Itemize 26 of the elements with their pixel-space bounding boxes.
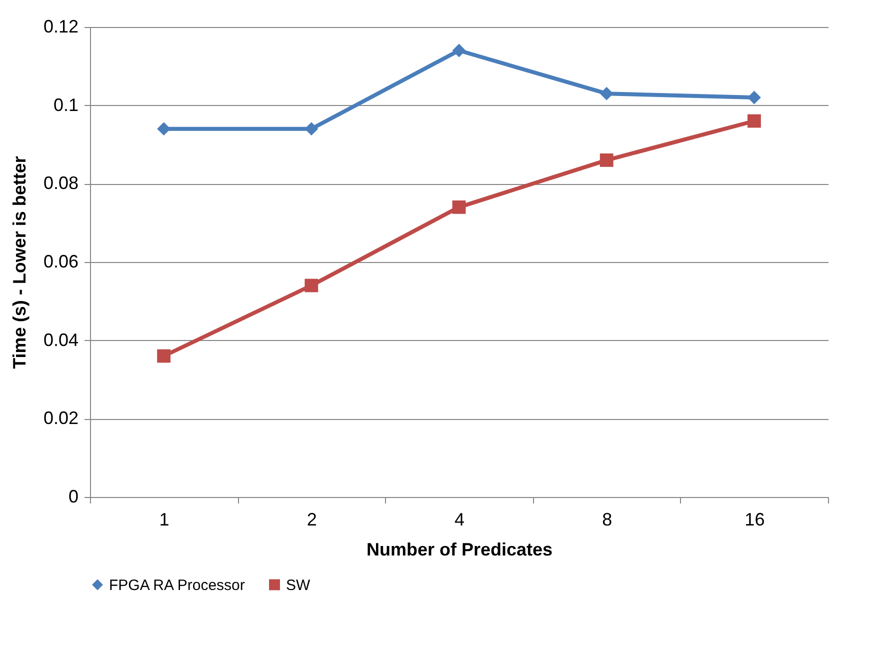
y-tick-label: 0.06 <box>43 252 78 272</box>
point <box>304 278 318 292</box>
point <box>452 44 466 58</box>
x-tick-label: 16 <box>744 510 765 530</box>
point <box>747 114 761 128</box>
point <box>747 90 761 104</box>
point <box>600 153 614 167</box>
point <box>452 200 466 214</box>
y-tick-label: 0.08 <box>43 173 78 194</box>
point <box>600 86 614 100</box>
legend-label: FPGA RA Processor <box>109 576 245 594</box>
point <box>157 349 171 363</box>
y-tick-label: 0.12 <box>43 16 78 36</box>
legend-label: SW <box>286 576 312 594</box>
y-tick-label: 0 <box>68 486 78 506</box>
y-axis-title: Time (s) - Lower is better <box>9 156 30 369</box>
x-tick-label: 2 <box>306 510 317 530</box>
x-axis-title: Number of Predicates <box>366 540 553 560</box>
x-tick-label: 8 <box>602 510 612 530</box>
point <box>157 122 171 136</box>
x-tick-label: 4 <box>454 510 465 530</box>
y-tick-label: 0.04 <box>43 330 78 350</box>
y-tick-label: 0.1 <box>53 94 78 115</box>
point <box>304 122 318 136</box>
y-tick-label: 0.02 <box>43 408 78 428</box>
x-tick-label: 1 <box>159 510 170 530</box>
